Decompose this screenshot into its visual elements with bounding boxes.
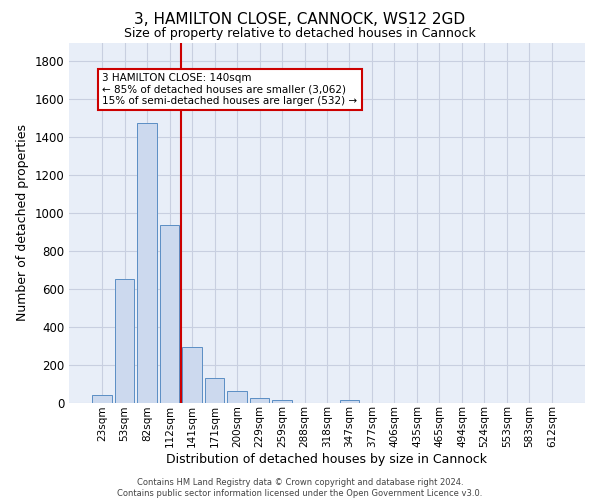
Text: 3 HAMILTON CLOSE: 140sqm
← 85% of detached houses are smaller (3,062)
15% of sem: 3 HAMILTON CLOSE: 140sqm ← 85% of detach…: [102, 73, 358, 106]
Text: Contains HM Land Registry data © Crown copyright and database right 2024.
Contai: Contains HM Land Registry data © Crown c…: [118, 478, 482, 498]
X-axis label: Distribution of detached houses by size in Cannock: Distribution of detached houses by size …: [167, 453, 487, 466]
Bar: [272, 400, 292, 402]
Bar: [92, 396, 112, 402]
Y-axis label: Number of detached properties: Number of detached properties: [16, 124, 29, 321]
Bar: [250, 398, 269, 402]
Text: 3, HAMILTON CLOSE, CANNOCK, WS12 2GD: 3, HAMILTON CLOSE, CANNOCK, WS12 2GD: [134, 12, 466, 28]
Bar: [227, 390, 247, 402]
Bar: [115, 279, 134, 402]
Bar: [160, 225, 179, 402]
Bar: [182, 347, 202, 403]
Bar: [205, 378, 224, 402]
Bar: [137, 123, 157, 402]
Text: Size of property relative to detached houses in Cannock: Size of property relative to detached ho…: [124, 28, 476, 40]
Bar: [340, 400, 359, 402]
